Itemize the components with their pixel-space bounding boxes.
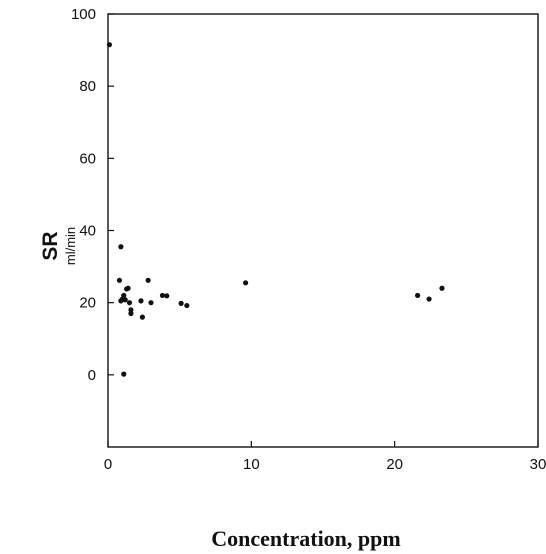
plot-frame — [107, 13, 539, 448]
data-point — [159, 292, 166, 299]
data-point — [145, 277, 151, 283]
data-point — [139, 314, 145, 320]
data-point — [118, 244, 124, 250]
y-tick-label: 40 — [79, 223, 96, 240]
y-tick-label: 20 — [79, 295, 96, 312]
data-point — [124, 286, 130, 292]
x-tick-label: 30 — [530, 456, 546, 473]
x-tick-label: 20 — [386, 456, 403, 473]
data-point — [426, 296, 432, 302]
x-tick-label: 10 — [243, 456, 260, 473]
data-point — [106, 42, 113, 48]
data-point — [178, 300, 184, 306]
data-point — [148, 300, 154, 306]
y-tick-label: 100 — [71, 6, 96, 23]
y-tick-label: 0 — [88, 367, 96, 384]
data-point — [415, 292, 421, 299]
data-point — [128, 310, 134, 317]
data-point — [121, 371, 127, 377]
data-point — [439, 285, 445, 291]
data-point — [138, 298, 144, 304]
data-point — [122, 297, 128, 303]
y-axis-label: SR — [39, 231, 62, 260]
y-tick-label: 80 — [79, 78, 96, 95]
y-axis-unit-label: ml/min — [63, 227, 78, 265]
data-point — [126, 300, 133, 306]
x-axis-label: Concentration, ppm — [211, 526, 400, 551]
data-point — [164, 293, 170, 299]
data-point — [128, 307, 134, 313]
data-point — [116, 277, 123, 283]
data-point — [184, 302, 190, 309]
x-tick-label: 0 — [104, 456, 112, 473]
y-tick-label: 60 — [79, 150, 96, 167]
data-point — [243, 280, 249, 286]
